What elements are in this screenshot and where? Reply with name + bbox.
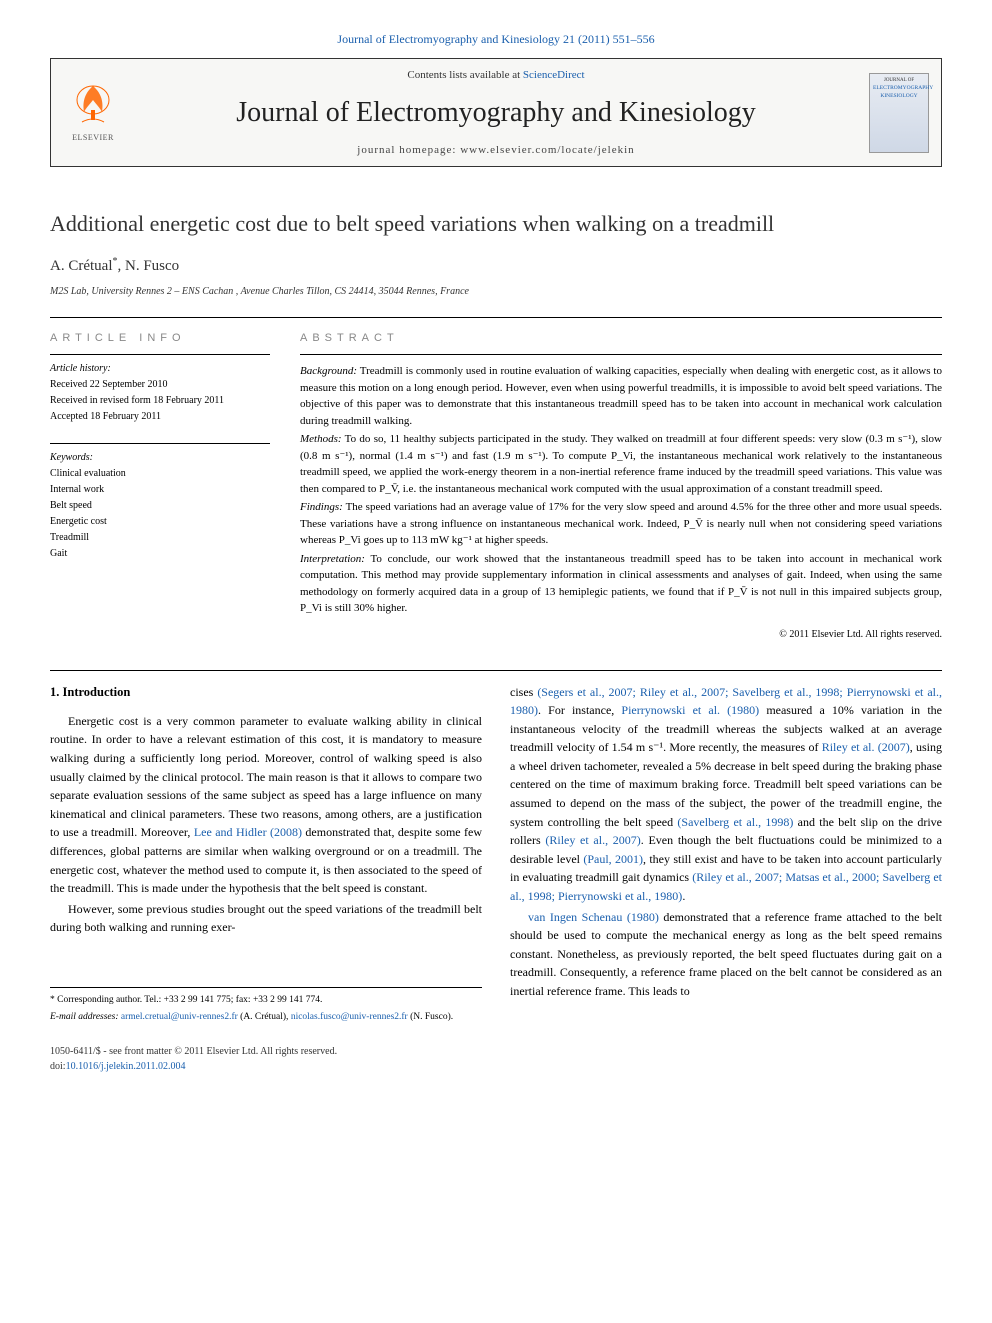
revised-date: Received in revised form 18 February 201… [50, 393, 270, 409]
section-number: 1. [50, 685, 59, 699]
journal-cover-thumbnail: JOURNAL OF ELECTROMYOGRAPHY KINESIOLOGY [869, 73, 929, 153]
running-head-citation: Journal of Electromyography and Kinesiol… [50, 30, 942, 48]
homepage-line: journal homepage: www.elsevier.com/locat… [123, 142, 869, 159]
keywords-block: Keywords: Clinical evaluation Internal w… [50, 450, 270, 562]
body-para: However, some previous studies brought o… [50, 900, 482, 937]
body-para: cises (Segers et al., 2007; Riley et al.… [510, 683, 942, 906]
citation-link[interactable]: Riley et al. (2007) [822, 740, 910, 754]
abs-methods: To do so, 11 healthy subjects participat… [300, 433, 942, 495]
abs-methods-label: Methods: [300, 433, 342, 445]
abstract-text: Background: Treadmill is commonly used i… [300, 363, 942, 642]
cover-heading: JOURNAL OF [873, 77, 925, 85]
accepted-date: Accepted 18 February 2011 [50, 409, 270, 425]
email-who: (A. Crétual), [238, 1012, 291, 1022]
elsevier-logo: ELSEVIER [63, 78, 123, 148]
history-label: Article history: [50, 361, 270, 377]
sciencedirect-link[interactable]: ScienceDirect [523, 69, 585, 81]
section-title: Introduction [63, 685, 131, 699]
citation-link[interactable]: (Riley et al., 2007) [545, 833, 640, 847]
abs-findings-label: Findings: [300, 501, 343, 513]
body-para: van Ingen Schenau (1980) demonstrated th… [510, 908, 942, 1001]
author-1: A. Crétual [50, 258, 112, 274]
contents-line: Contents lists available at ScienceDirec… [123, 67, 869, 84]
contents-prefix: Contents lists available at [407, 69, 522, 81]
author-2: N. Fusco [125, 258, 179, 274]
abs-findings: The speed variations had an average valu… [300, 501, 942, 546]
abs-background: Treadmill is commonly used in routine ev… [300, 365, 942, 427]
citation-link[interactable]: Journal of Electromyography and Kinesiol… [337, 32, 654, 46]
header-center: Contents lists available at ScienceDirec… [123, 67, 869, 158]
footnotes: * Corresponding author. Tel.: +33 2 99 1… [50, 987, 482, 1024]
citation-link[interactable]: (Paul, 2001) [583, 852, 643, 866]
article-title: Additional energetic cost due to belt sp… [50, 207, 942, 240]
email-addresses: E-mail addresses: armel.cretual@univ-ren… [50, 1010, 482, 1025]
keyword: Treadmill [50, 530, 270, 546]
cover-title: ELECTROMYOGRAPHY KINESIOLOGY [873, 84, 925, 101]
keyword: Energetic cost [50, 514, 270, 530]
article-history-block: Article history: Received 22 September 2… [50, 361, 270, 425]
doi-label: doi: [50, 1061, 66, 1072]
author-list: A. Crétual*, N. Fusco [50, 254, 942, 278]
keyword: Gait [50, 546, 270, 562]
article-info-heading: ARTICLE INFO [50, 330, 270, 347]
citation-link[interactable]: (Savelberg et al., 1998) [677, 815, 793, 829]
body-text: However, some previous studies brought o… [50, 902, 482, 935]
journal-name: Journal of Electromyography and Kinesiol… [123, 92, 869, 134]
body-text: . [682, 889, 685, 903]
keyword: Belt speed [50, 498, 270, 514]
journal-header-box: ELSEVIER Contents lists available at Sci… [50, 58, 942, 167]
section-heading-1: 1. Introduction [50, 683, 482, 702]
divider [50, 317, 942, 318]
citation-link[interactable]: van Ingen Schenau (1980) [528, 910, 659, 924]
citation-link[interactable]: Lee and Hidler (2008) [194, 825, 302, 839]
doi-link[interactable]: 10.1016/j.jelekin.2011.02.004 [66, 1061, 186, 1072]
corresponding-author-note: * Corresponding author. Tel.: +33 2 99 1… [50, 993, 482, 1008]
keyword: Internal work [50, 482, 270, 498]
email-label: E-mail addresses: [50, 1012, 121, 1022]
citation-link[interactable]: Pierrynowski et al. (1980) [621, 703, 759, 717]
email-link[interactable]: nicolas.fusco@univ-rennes2.fr [291, 1012, 408, 1022]
abstract-column: ABSTRACT Background: Treadmill is common… [300, 330, 942, 642]
body-columns: 1. Introduction Energetic cost is a very… [50, 683, 942, 1025]
abs-interpretation: To conclude, our work showed that the in… [300, 553, 942, 615]
divider [50, 670, 942, 671]
received-date: Received 22 September 2010 [50, 377, 270, 393]
body-text: cises [510, 685, 537, 699]
homepage-prefix: journal homepage: [357, 144, 460, 156]
abstract-heading: ABSTRACT [300, 330, 942, 347]
elsevier-tree-icon [72, 82, 114, 130]
abs-background-label: Background: [300, 365, 357, 377]
corr-marker: * [112, 256, 117, 267]
elsevier-logotype: ELSEVIER [72, 132, 114, 144]
email-link[interactable]: armel.cretual@univ-rennes2.fr [121, 1012, 238, 1022]
front-matter-line: 1050-6411/$ - see front matter © 2011 El… [50, 1044, 942, 1059]
meta-abstract-row: ARTICLE INFO Article history: Received 2… [50, 330, 942, 642]
keywords-label: Keywords: [50, 450, 270, 466]
homepage-url[interactable]: www.elsevier.com/locate/jelekin [460, 144, 634, 156]
affiliation: M2S Lab, University Rennes 2 – ENS Cacha… [50, 284, 942, 299]
keyword: Clinical evaluation [50, 466, 270, 482]
body-para: Energetic cost is a very common paramete… [50, 712, 482, 898]
body-text: . For instance, [538, 703, 621, 717]
article-info-column: ARTICLE INFO Article history: Received 2… [50, 330, 270, 642]
abs-interpretation-label: Interpretation: [300, 553, 365, 565]
front-matter-footer: 1050-6411/$ - see front matter © 2011 El… [50, 1044, 942, 1074]
body-text: Energetic cost is a very common paramete… [50, 714, 482, 840]
email-who: (N. Fusco). [408, 1012, 453, 1022]
abstract-copyright: © 2011 Elsevier Ltd. All rights reserved… [300, 627, 942, 642]
